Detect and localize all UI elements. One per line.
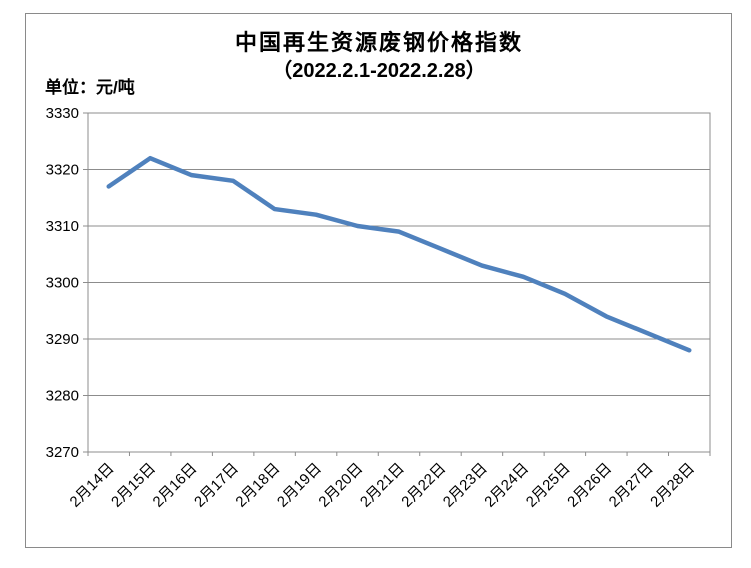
x-axis-label: 2月28日 [647,460,698,511]
y-axis-label: 3280 [46,388,79,405]
x-axis-label: 2月27日 [606,460,657,511]
plot-area-border [87,112,711,453]
x-axis-label: 2月21日 [357,460,408,511]
chart-title: 中国再生资源废钢价格指数 [234,30,523,55]
chart-subtitle: （2022.2.1-2022.2.28） [272,60,486,82]
x-axis-label: 2月22日 [398,460,449,511]
x-axis-label: 2月17日 [191,460,242,511]
x-axis-label: 2月14日 [67,460,118,511]
x-axis-label: 2月19日 [274,460,325,511]
chart-frame [25,13,732,548]
x-axis-label: 2月20日 [315,460,366,511]
price-line [106,155,692,353]
x-axis-label: 2月24日 [481,460,532,511]
y-axis-label: 3310 [46,218,79,235]
y-axis-label: 3320 [46,162,79,179]
y-axis-label: 3270 [46,444,79,461]
x-axis-label: 2月25日 [523,460,574,511]
x-axis-label: 2月15日 [108,460,159,511]
x-axis-label: 2月18日 [232,460,283,511]
x-axis-label: 2月26日 [564,460,615,511]
y-axis-label: 3290 [46,331,79,348]
y-axis-label: 3300 [46,275,79,292]
x-axis-label: 2月23日 [440,460,491,511]
unit-label: 单位：元/吨 [45,78,135,97]
x-axis-label: 2月16日 [150,460,201,511]
y-axis-label: 3330 [46,105,79,122]
